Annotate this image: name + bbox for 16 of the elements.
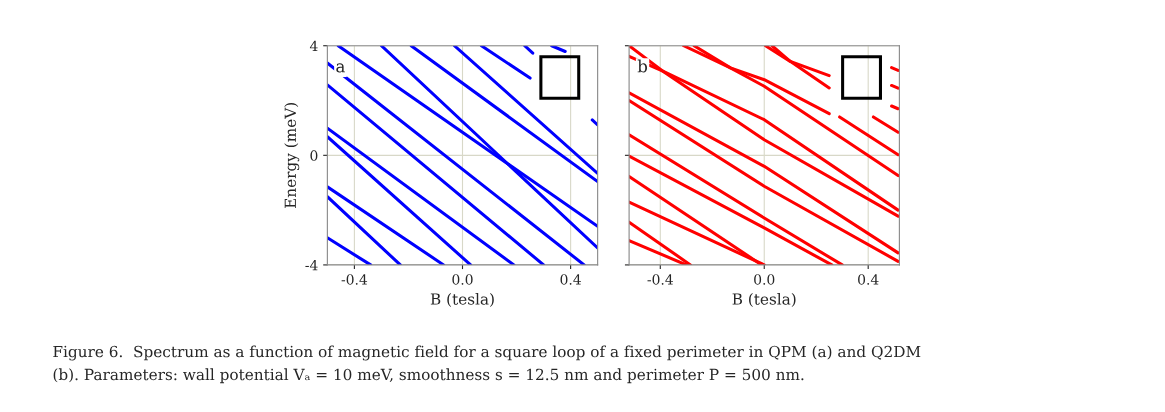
x-tick-label: 0.4 bbox=[858, 274, 879, 285]
y-tick-label: 0 bbox=[310, 150, 318, 161]
y-tick-label: 4 bbox=[309, 40, 318, 52]
annotation: a bbox=[336, 63, 345, 73]
x-tick-label: 0.0 bbox=[452, 274, 473, 285]
x-tick-label: 0.0 bbox=[754, 274, 775, 285]
x-axis-title: B (tesla) bbox=[732, 292, 796, 307]
x-tick-label: 0.4 bbox=[560, 274, 581, 285]
y-axis-title: Energy (meV) bbox=[284, 102, 300, 209]
x-axis-title: B (tesla) bbox=[430, 292, 494, 307]
y-tick-label: -4 bbox=[305, 259, 318, 271]
annotation: b bbox=[637, 59, 648, 73]
x-tick-label: -0.4 bbox=[647, 274, 673, 285]
text: (b). Parameters: wall potential Vₐ = 10 meV, smoothness s = 12.5 nm and perimeter P = 500 nm. bbox=[53, 368, 804, 384]
x-tick-label: -0.4 bbox=[341, 274, 368, 285]
caption: Figure 6. Spectrum as a function of magnetic field for a square loop of a fixed perimeter in QPM (a) and Q2DM bbox=[53, 345, 921, 361]
